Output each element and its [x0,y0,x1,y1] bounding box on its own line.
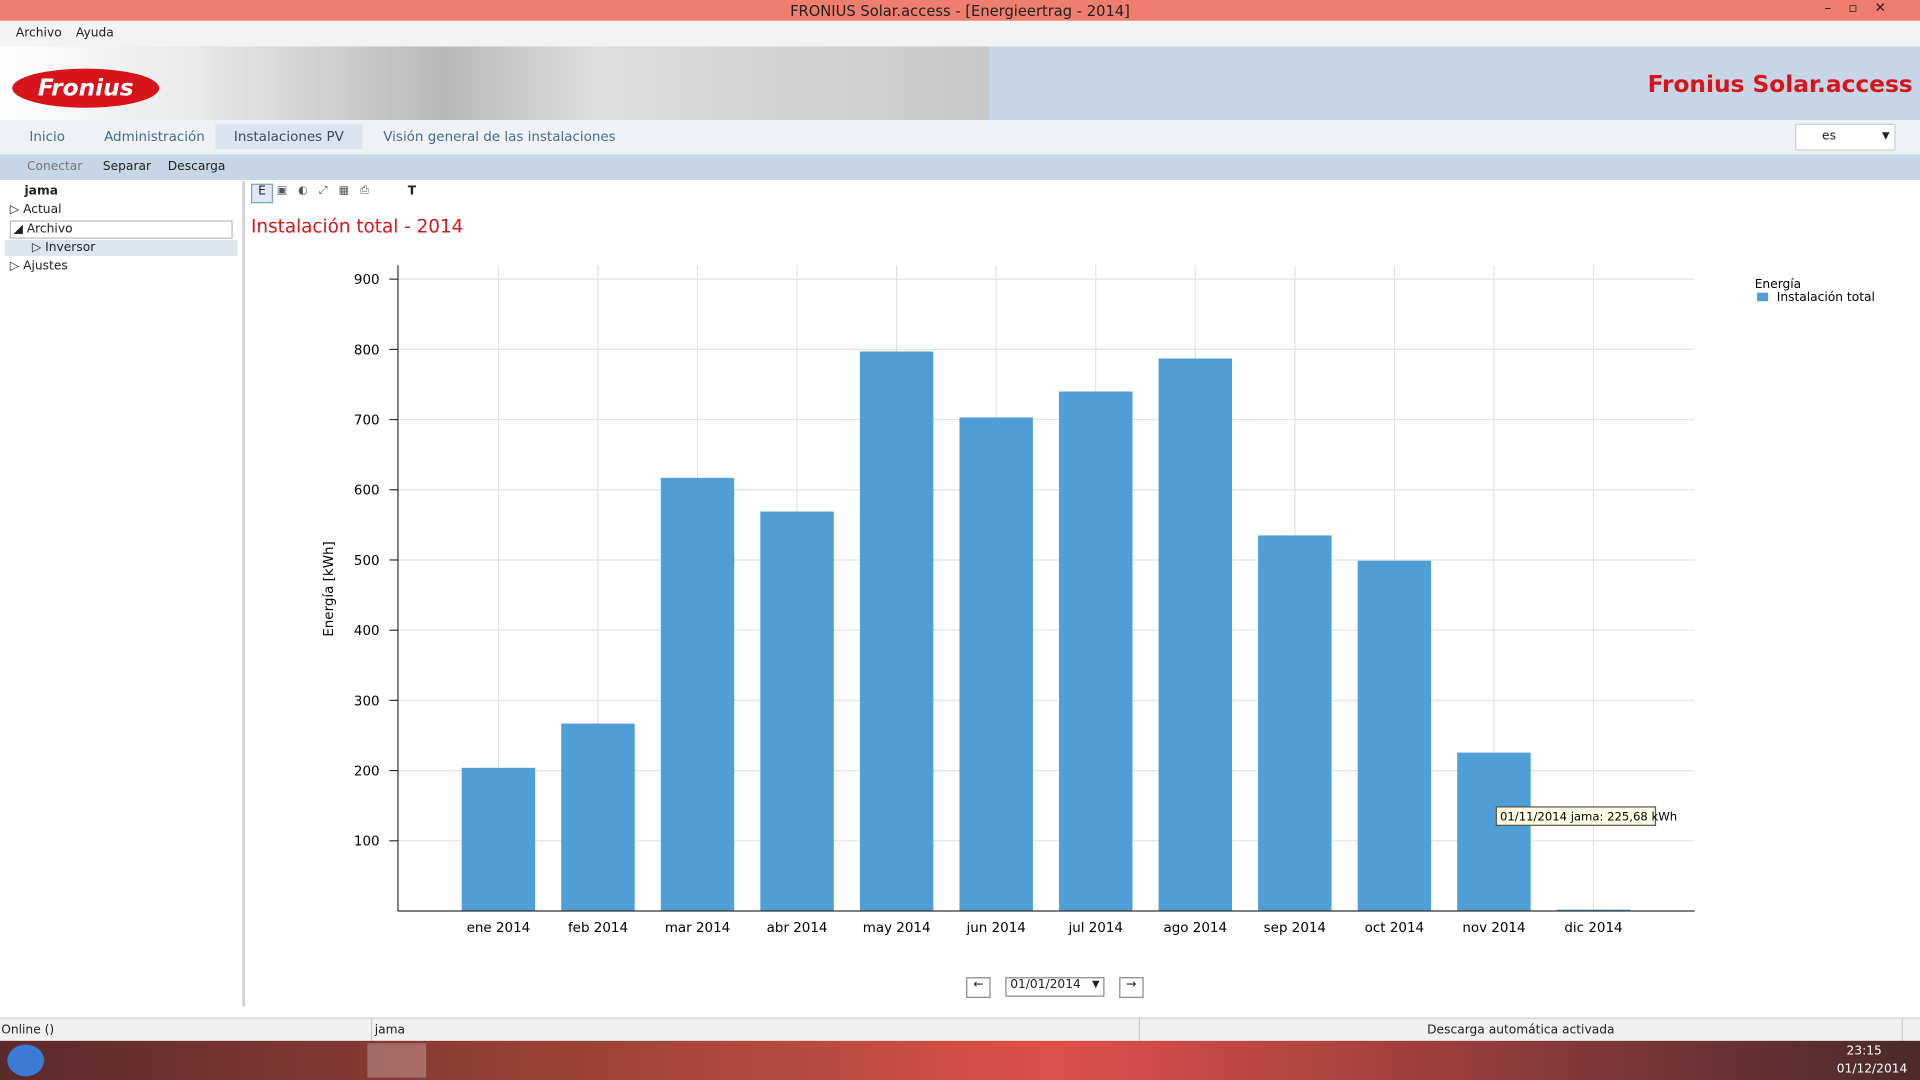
x-tick-label: mar 2014 [665,921,730,936]
bar [1357,560,1432,912]
x-tick-label: dic 2014 [1564,921,1622,936]
x-tick-label: jul 2014 [1067,921,1123,936]
language: es [1822,129,1836,144]
window-controls[interactable]: –▫✕ [1824,0,1904,16]
chart-title: Instalación total - 2014 [251,217,463,238]
tree-item[interactable]: ◢ Archivo [9,220,233,239]
tab[interactable]: Visión general de las instalaciones [383,128,616,145]
bar [461,767,536,912]
tree-label: Actual [23,203,62,217]
y-tick-label: 300 [354,694,380,709]
y-tick-label: 600 [354,484,380,499]
tool-button[interactable]: E [251,183,274,204]
bar [1258,535,1332,912]
language-select[interactable]: es ▼ [1795,123,1896,151]
toolbar-button[interactable]: Conectar [26,160,83,174]
x-tick-label: jun 2014 [966,921,1026,936]
status: Descarga automática activada [1138,1018,1903,1041]
taskbar: 23:15 01/12/2014 [0,1040,1920,1080]
taskbar-app[interactable] [367,1043,427,1078]
tooltip-box [1495,806,1657,826]
tooltip: 01/11/2014 jama: 225,68 kWh [1500,809,1677,823]
toolbar-button[interactable]: Descarga [167,160,226,174]
toolbar: Conectar Separar Descarga [0,155,1920,181]
start-button[interactable] [7,1044,45,1077]
toolbar-button[interactable]: Separar [102,160,152,174]
clock-date: 01/12/2014 [1836,1062,1908,1077]
bar [760,511,834,912]
x-tick-label: may 2014 [863,921,931,936]
chart: Instalación total - 2014 Energía [kWh] 1… [251,217,1875,936]
y-tick-label: 400 [354,624,380,639]
tool-button[interactable]: T [407,184,417,199]
tool-icons[interactable]: ▣◐⤢▦⎙ [276,184,380,198]
product-name: Fronius Solar.access [1647,71,1913,98]
bar [859,351,934,912]
tab[interactable]: Administración [104,128,205,145]
banner-photo [0,46,990,121]
x-tick-label: nov 2014 [1462,921,1525,936]
tree-label: Ajustes [23,259,68,274]
next-button[interactable]: → [1119,977,1144,998]
status-bar: Online () jama Descarga automática activ… [0,1017,1920,1051]
x-tick-label: sep 2014 [1264,921,1326,936]
date-picker[interactable]: 01/01/2014 ▼ [1005,977,1105,997]
prev-button[interactable]: ← [966,977,991,998]
tree-item[interactable]: ▷ Actual [9,203,62,217]
tree-root[interactable]: jama [24,184,58,199]
y-tick-label: 100 [354,835,380,850]
y-tick-label: 700 [354,413,380,428]
x-tick-label: feb 2014 [568,921,628,936]
bar [1059,391,1133,912]
x-tick-label: abr 2014 [767,921,828,936]
x-tick-label: oct 2014 [1365,921,1424,936]
logo: Fronius [12,68,160,108]
bar [959,417,1033,912]
bar [1556,909,1631,912]
status: jama [371,1018,407,1051]
tab-active[interactable]: Instalaciones PV [215,123,363,150]
menu-bar: Archivo Ayuda [0,20,1920,47]
status: Online () [1,1023,55,1038]
y-tick-label: 200 [354,765,380,780]
window-title: FRONIUS Solar.access - [Energieertrag - … [790,2,1130,20]
date: 01/01/2014 [1010,978,1081,992]
tree-label: Archivo [26,222,73,237]
legend-title: Energía [1755,277,1802,291]
tree-item[interactable]: ▷ Ajustes [9,259,68,274]
menu-item[interactable]: Ayuda [75,26,114,41]
title-bar: FRONIUS Solar.access - [Energieertrag - … [0,0,1920,21]
x-tick-label: ene 2014 [467,921,531,936]
x-tick-label: ago 2014 [1164,921,1228,936]
bar [1158,358,1233,912]
y-tick-label: 500 [354,554,380,569]
bar [1457,752,1531,912]
y-tick-label: 800 [354,343,380,358]
clock-time: 23:15 [1846,1044,1882,1058]
legend-label: Instalación total [1777,290,1875,304]
tree-label: Inversor [45,241,96,255]
tree-panel: jama ▷ Actual ◢ Archivo ▷ Inversor ▷ Aju… [0,181,245,1007]
tab[interactable]: Inicio [29,128,66,145]
legend-swatch [1757,292,1769,302]
menu-item[interactable]: Archivo [15,26,62,41]
nav-tabs: Inicio Administración Instalaciones PV V… [0,120,1920,156]
bar [660,477,735,912]
bar [561,723,635,912]
y-tick-label: 900 [354,273,380,288]
y-axis-label: Energía [kWh] [321,541,337,637]
banner: Fronius Fronius Solar.access [0,46,1920,121]
tree-item[interactable]: ▷ Inversor [4,240,238,256]
